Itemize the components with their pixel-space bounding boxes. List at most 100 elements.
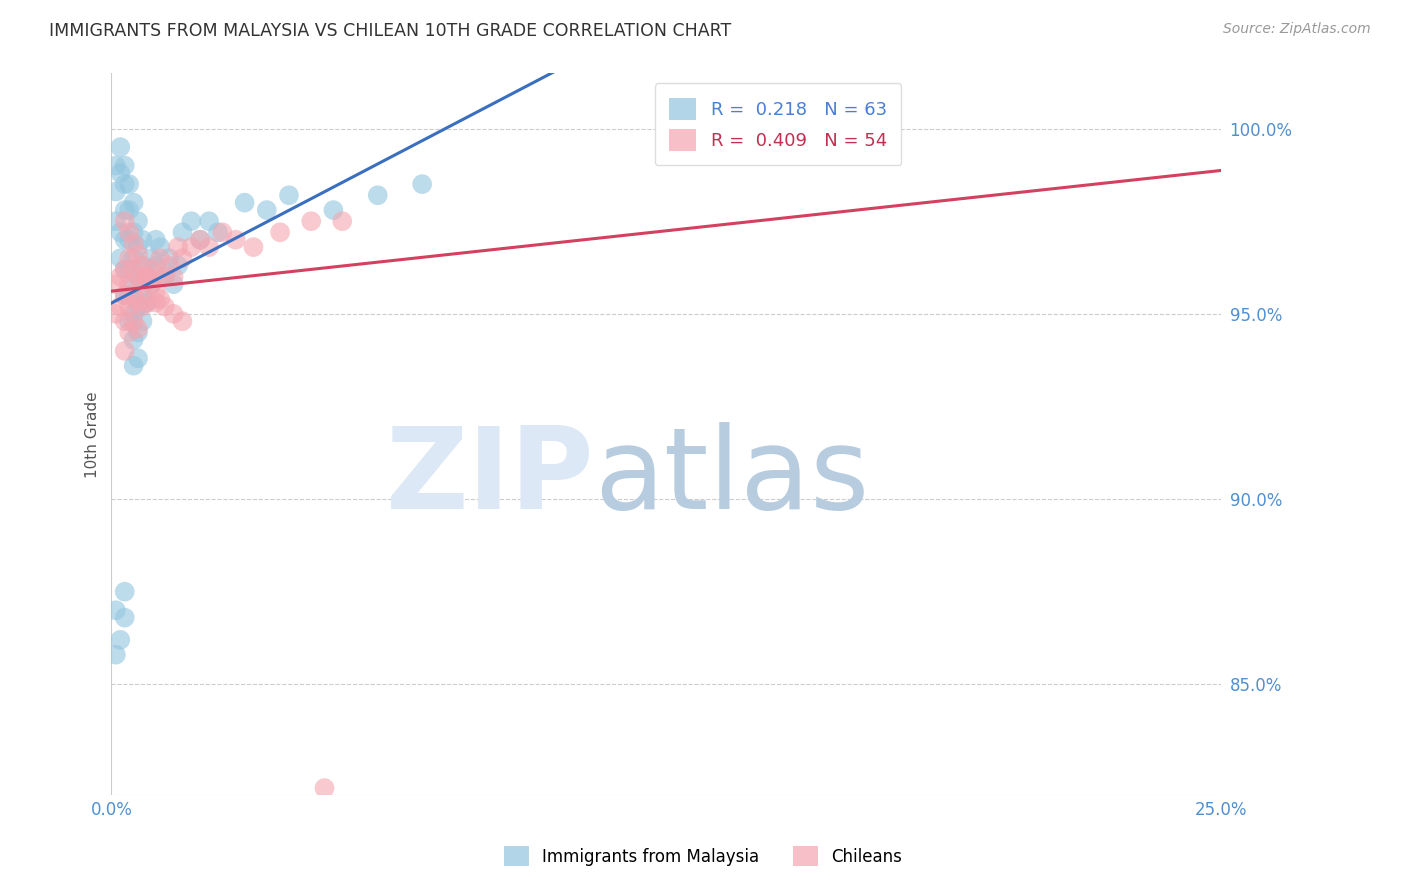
- Point: [114, 159, 136, 173]
- Point: [122, 333, 145, 347]
- Point: [127, 269, 149, 284]
- Point: [104, 277, 127, 292]
- Text: IMMIGRANTS FROM MALAYSIA VS CHILEAN 10TH GRADE CORRELATION CHART: IMMIGRANTS FROM MALAYSIA VS CHILEAN 10TH…: [49, 22, 731, 40]
- Point: [122, 277, 145, 292]
- Point: [145, 295, 167, 310]
- Point: [180, 214, 202, 228]
- Point: [118, 299, 141, 313]
- Point: [256, 203, 278, 218]
- Point: [131, 259, 153, 273]
- Point: [127, 295, 149, 310]
- Point: [127, 321, 149, 335]
- Point: [127, 299, 149, 313]
- Point: [114, 314, 136, 328]
- Point: [131, 259, 153, 273]
- Point: [188, 233, 211, 247]
- Point: [118, 326, 141, 340]
- Point: [242, 240, 264, 254]
- Point: [127, 214, 149, 228]
- Point: [118, 233, 141, 247]
- Point: [145, 259, 167, 273]
- Point: [149, 292, 172, 306]
- Point: [322, 203, 344, 218]
- Text: Source: ZipAtlas.com: Source: ZipAtlas.com: [1223, 22, 1371, 37]
- Point: [114, 288, 136, 302]
- Point: [141, 262, 163, 277]
- Point: [411, 177, 433, 191]
- Point: [211, 225, 233, 239]
- Point: [141, 251, 163, 265]
- Point: [114, 177, 136, 191]
- Point: [114, 584, 136, 599]
- Point: [104, 603, 127, 617]
- Point: [131, 314, 153, 328]
- Point: [118, 314, 141, 328]
- Point: [127, 269, 149, 284]
- Point: [330, 214, 353, 228]
- Point: [145, 285, 167, 299]
- Point: [122, 359, 145, 373]
- Point: [110, 140, 132, 154]
- Point: [114, 262, 136, 277]
- Point: [172, 251, 194, 265]
- Point: [135, 269, 157, 284]
- Point: [225, 233, 247, 247]
- Point: [110, 225, 132, 239]
- Point: [314, 780, 336, 795]
- Point: [127, 326, 149, 340]
- Point: [141, 277, 163, 292]
- Point: [135, 269, 157, 284]
- Point: [104, 159, 127, 173]
- Point: [114, 233, 136, 247]
- Point: [110, 166, 132, 180]
- Point: [114, 214, 136, 228]
- Point: [278, 188, 301, 202]
- Point: [135, 295, 157, 310]
- Point: [207, 225, 229, 239]
- Point: [141, 277, 163, 292]
- Point: [162, 269, 184, 284]
- Point: [153, 269, 176, 284]
- Point: [118, 203, 141, 218]
- Point: [167, 259, 190, 273]
- Point: [131, 288, 153, 302]
- Point: [145, 233, 167, 247]
- Point: [153, 269, 176, 284]
- Point: [127, 351, 149, 366]
- Point: [149, 240, 172, 254]
- Point: [172, 314, 194, 328]
- Point: [118, 177, 141, 191]
- Point: [122, 314, 145, 328]
- Point: [167, 240, 190, 254]
- Point: [127, 247, 149, 261]
- Point: [118, 251, 141, 265]
- Point: [188, 233, 211, 247]
- Point: [122, 251, 145, 265]
- Point: [135, 269, 157, 284]
- Point: [110, 299, 132, 313]
- Point: [110, 269, 132, 284]
- Point: [198, 214, 221, 228]
- Point: [131, 233, 153, 247]
- Point: [118, 288, 141, 302]
- Point: [110, 632, 132, 647]
- Point: [157, 251, 180, 265]
- Point: [162, 277, 184, 292]
- Y-axis label: 10th Grade: 10th Grade: [86, 391, 100, 477]
- Point: [367, 188, 389, 202]
- Point: [122, 195, 145, 210]
- Point: [114, 203, 136, 218]
- Point: [180, 240, 202, 254]
- Text: atlas: atlas: [595, 422, 869, 533]
- Point: [122, 225, 145, 239]
- Legend: Immigrants from Malaysia, Chileans: Immigrants from Malaysia, Chileans: [498, 839, 908, 873]
- Point: [678, 121, 700, 136]
- Point: [104, 648, 127, 662]
- Point: [135, 295, 157, 310]
- Point: [157, 259, 180, 273]
- Point: [118, 225, 141, 239]
- Point: [122, 262, 145, 277]
- Point: [172, 225, 194, 239]
- Point: [153, 299, 176, 313]
- Point: [269, 225, 291, 239]
